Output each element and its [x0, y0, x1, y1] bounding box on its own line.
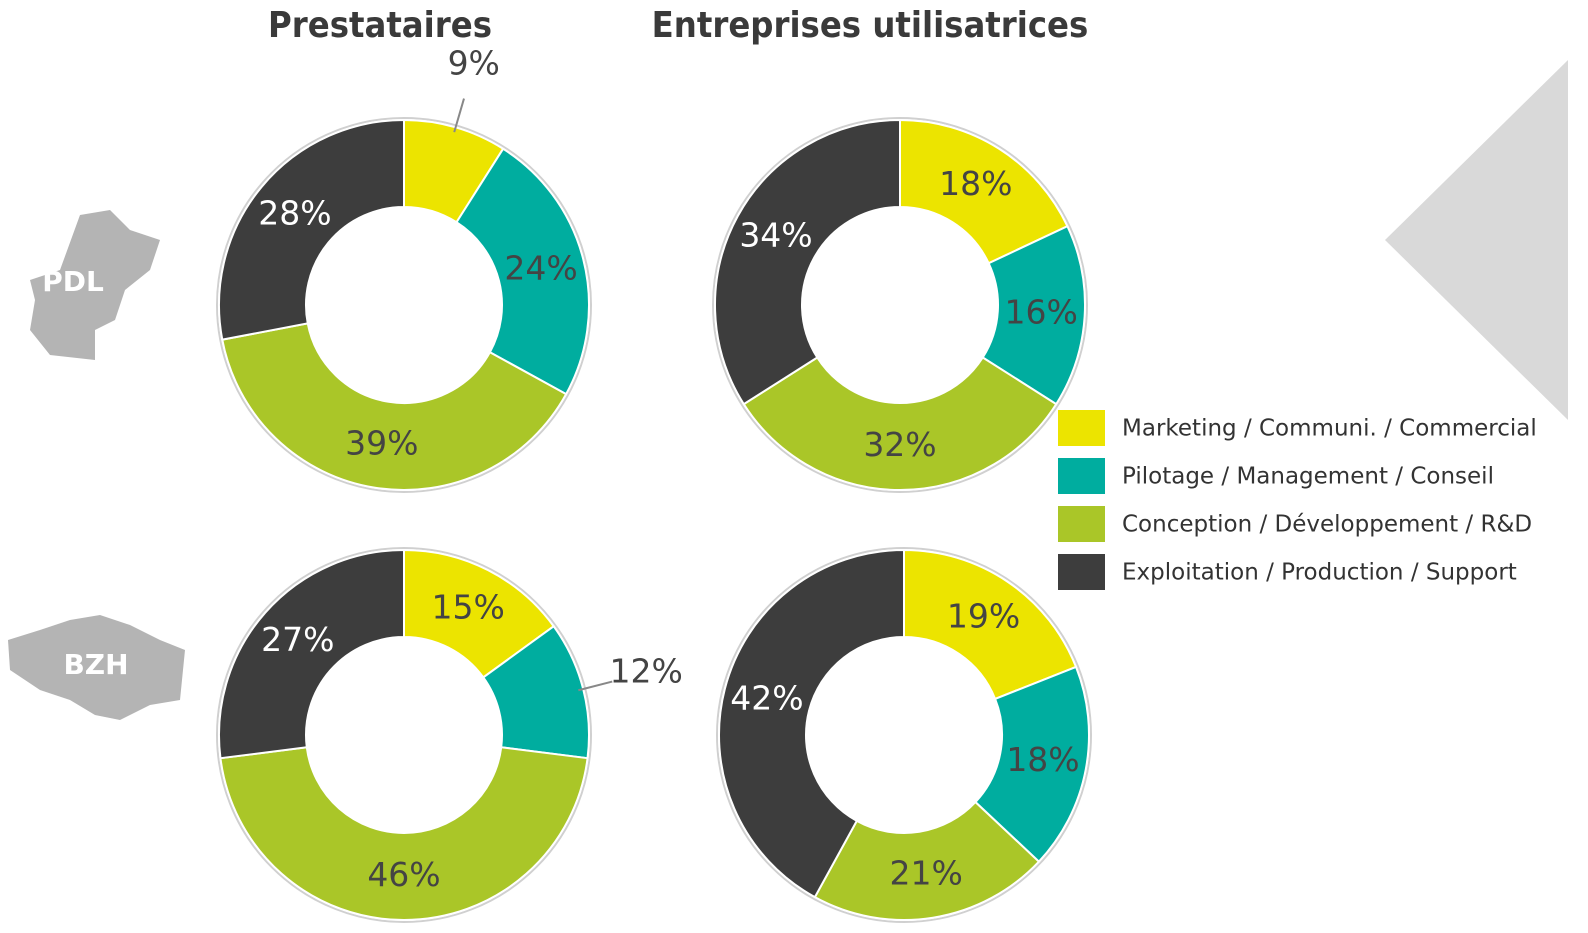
data-label: 16% — [1005, 292, 1078, 331]
data-label: 39% — [345, 423, 418, 462]
donut-slice — [218, 548, 405, 760]
data-label: 21% — [889, 853, 962, 892]
region-map — [30, 210, 160, 360]
legend-label: Pilotage / Management / Conseil — [1122, 464, 1494, 490]
data-label: 32% — [863, 425, 936, 464]
legend-label: Conception / Développement / R&D — [1122, 512, 1532, 538]
donut-slice — [742, 356, 1058, 491]
row-label: BZH — [63, 648, 128, 681]
leader-line — [453, 98, 465, 133]
donut-rim — [712, 117, 1088, 493]
region-map — [8, 615, 185, 720]
donut-slice — [981, 224, 1086, 406]
data-label: 27% — [261, 620, 334, 659]
donut-slice — [219, 746, 589, 921]
data-label: 24% — [504, 248, 577, 287]
data-label: 46% — [367, 855, 440, 894]
donut-rim — [216, 547, 592, 923]
decoration — [1385, 60, 1568, 420]
donut-slice — [718, 548, 905, 899]
data-label: 12% — [609, 651, 682, 690]
column-title: Prestataires — [268, 5, 492, 46]
donut-slice — [813, 800, 1041, 921]
data-label: 18% — [1006, 740, 1079, 779]
legend-swatch — [1058, 410, 1105, 446]
donut-slice — [899, 118, 1069, 265]
legend-swatch — [1058, 506, 1105, 542]
donut-rim — [716, 547, 1092, 923]
data-label: 19% — [947, 596, 1020, 635]
donut-slice — [218, 118, 405, 341]
donut-slice — [974, 665, 1090, 864]
data-label: 42% — [730, 678, 803, 717]
column-title: Entreprises utilisatrices — [652, 5, 1089, 46]
legend-swatch — [1058, 554, 1105, 590]
donut-slice — [455, 147, 590, 396]
donut-slice — [714, 118, 901, 406]
row-label: PDL — [42, 265, 104, 298]
donut-slice — [221, 322, 568, 491]
data-label: 9% — [448, 43, 500, 82]
data-label: 28% — [258, 193, 331, 232]
legend-label: Exploitation / Production / Support — [1122, 560, 1517, 586]
data-label: 34% — [739, 215, 812, 254]
legend-swatch — [1058, 458, 1105, 494]
data-label: 15% — [432, 587, 505, 626]
donut-slice — [903, 548, 1078, 701]
data-label: 18% — [939, 164, 1012, 203]
donut-rim — [216, 117, 592, 493]
legend-label: Marketing / Communi. / Commercial — [1122, 416, 1537, 442]
leader-line — [578, 680, 613, 692]
